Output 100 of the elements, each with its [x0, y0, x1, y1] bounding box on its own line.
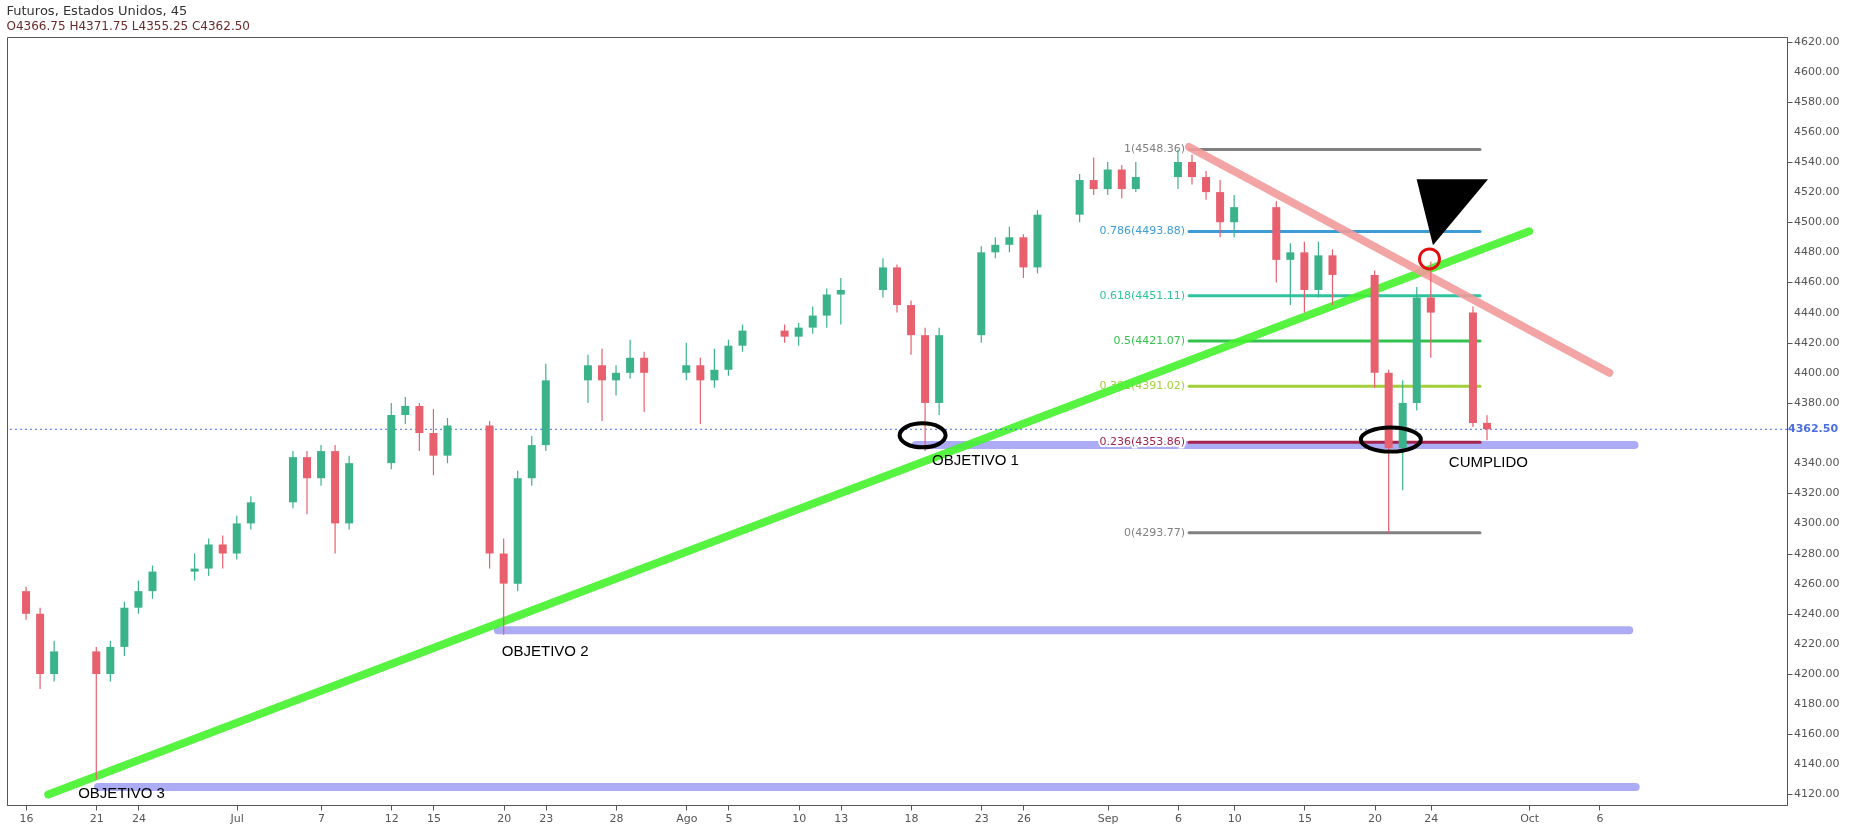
- x-tick-label: 16: [19, 811, 34, 825]
- candlestick: [1103, 161, 1112, 196]
- y-tick-label: 4280.00: [1794, 546, 1840, 560]
- candlestick: [822, 287, 831, 329]
- y-tick-label: 4240.00: [1794, 606, 1840, 620]
- annotation: OBJETIVO 2: [501, 642, 589, 660]
- y-tick-label: 4560.00: [1794, 124, 1840, 138]
- y-tick-label: 4380.00: [1794, 395, 1840, 409]
- y-tick-label: 4540.00: [1794, 154, 1840, 168]
- y-tick-label: 4440.00: [1794, 305, 1840, 319]
- y-tick-label: 4580.00: [1794, 94, 1840, 108]
- candlestick: [303, 450, 311, 515]
- annotation: OBJETIVO 3: [78, 784, 165, 802]
- candlestick: [626, 339, 635, 380]
- series-label: 0.5(4421.07): [1113, 334, 1186, 348]
- x-tick-label: 6: [1174, 811, 1182, 825]
- candlestick: [1483, 414, 1491, 441]
- x-tick-label: 24: [131, 811, 146, 825]
- candlestick: [22, 586, 31, 621]
- y-tick-label: 4180.00: [1794, 697, 1840, 711]
- y-tick-label: 4200.00: [1794, 666, 1840, 680]
- candlestick: [598, 348, 606, 422]
- x-tick-label: 5: [725, 811, 733, 825]
- y-tick-label: 4340.00: [1794, 456, 1840, 470]
- x-tick-label: 15: [1297, 811, 1312, 825]
- candlestick: [92, 646, 101, 780]
- chart-subtitle: O4366.75 H4371.75 L4355.25 C4362.50: [6, 18, 250, 33]
- x-tick-label: 24: [1424, 811, 1439, 825]
- y-tick-label: 4520.00: [1794, 185, 1840, 199]
- x-tick-label: 10: [1227, 811, 1242, 825]
- candlestick: [583, 354, 592, 404]
- candlestick: [429, 408, 438, 476]
- annotation: CUMPLIDO: [1448, 452, 1528, 470]
- x-tick-label: Jul: [229, 811, 244, 825]
- y-tick-label: 4160.00: [1794, 727, 1840, 741]
- candlestick: [612, 364, 621, 396]
- candlestick: [640, 351, 649, 413]
- candlestick: [1117, 164, 1126, 199]
- candlestick: [794, 322, 803, 347]
- candlestick: [1005, 226, 1014, 253]
- candlestick: [1089, 156, 1098, 196]
- candlestick: [134, 580, 143, 615]
- x-tick-label: 23: [974, 811, 989, 825]
- y-tick-label: 4400.00: [1794, 365, 1840, 379]
- y-tick-label: 4300.00: [1794, 516, 1840, 530]
- x-tick-label: 6: [1596, 811, 1604, 825]
- x-tick-label: 23: [539, 811, 554, 825]
- y-tick-label: 4480.00: [1794, 245, 1840, 259]
- x-tick-label: Oct: [1520, 811, 1540, 825]
- x-tick-label: 20: [497, 811, 512, 825]
- x-tick-label: 20: [1368, 811, 1383, 825]
- candlestick: [50, 640, 59, 683]
- candlestick: [1188, 153, 1196, 186]
- x-tick-label: 26: [1016, 811, 1031, 825]
- y-tick-label: 4140.00: [1794, 757, 1840, 771]
- y-tick-label: 4220.00: [1794, 636, 1840, 650]
- x-tick-label: 28: [609, 811, 624, 825]
- candlestick: [808, 305, 817, 335]
- y-tick-label: 4600.00: [1794, 64, 1840, 78]
- annotation: OBJETIVO 1: [932, 451, 1019, 469]
- series-label: 0.786(4493.88): [1099, 224, 1186, 238]
- y-tick-label: 4500.00: [1794, 215, 1840, 229]
- candlestick: [190, 552, 199, 582]
- series-label: 0(4293.77): [1124, 525, 1186, 539]
- candlestick: [710, 348, 719, 389]
- y-tick-label: 4460.00: [1794, 275, 1840, 289]
- candlestick: [148, 564, 157, 600]
- candlestick: [836, 277, 845, 326]
- candlestick: [1131, 161, 1140, 193]
- candlestick: [682, 342, 691, 381]
- x-tick-label: 18: [904, 811, 919, 825]
- y-tick-label: 4120.00: [1794, 787, 1840, 801]
- candlestick: [991, 236, 1000, 259]
- candlestick: [696, 357, 705, 425]
- y-tick-label: 4620.00: [1794, 34, 1840, 48]
- y-tick-label: 4420.00: [1794, 335, 1840, 349]
- candlestick: [401, 396, 410, 425]
- y-tick-label: 4320.00: [1794, 486, 1840, 500]
- candlestick: [1202, 170, 1211, 201]
- x-tick-label: 7: [318, 811, 326, 825]
- candlestick: [1328, 248, 1337, 306]
- candlestick: [218, 534, 227, 570]
- candlestick: [1230, 194, 1239, 238]
- x-tick-label: 21: [89, 811, 104, 825]
- candlestick: [738, 324, 747, 353]
- candlestick: [246, 495, 255, 531]
- x-tick-label: 15: [426, 811, 441, 825]
- series-label: 1(4548.36): [1124, 142, 1186, 156]
- series-label: 0.618(4451.11): [1099, 288, 1186, 302]
- chart-title: Futuros, Estados Unidos, 45: [6, 2, 188, 18]
- candlestick: [780, 324, 789, 344]
- x-tick-label: 12: [384, 811, 399, 825]
- x-tick-label: 10: [792, 811, 807, 825]
- candlestick: [1426, 260, 1435, 359]
- x-tick-label: 13: [834, 811, 849, 825]
- x-tick-label: Ago: [676, 811, 698, 825]
- y-tick-label: 4260.00: [1794, 576, 1840, 590]
- ref-line-label: 4362.50: [1788, 422, 1839, 436]
- x-tick-label: Sep: [1097, 811, 1119, 825]
- candlestick: [1286, 242, 1295, 306]
